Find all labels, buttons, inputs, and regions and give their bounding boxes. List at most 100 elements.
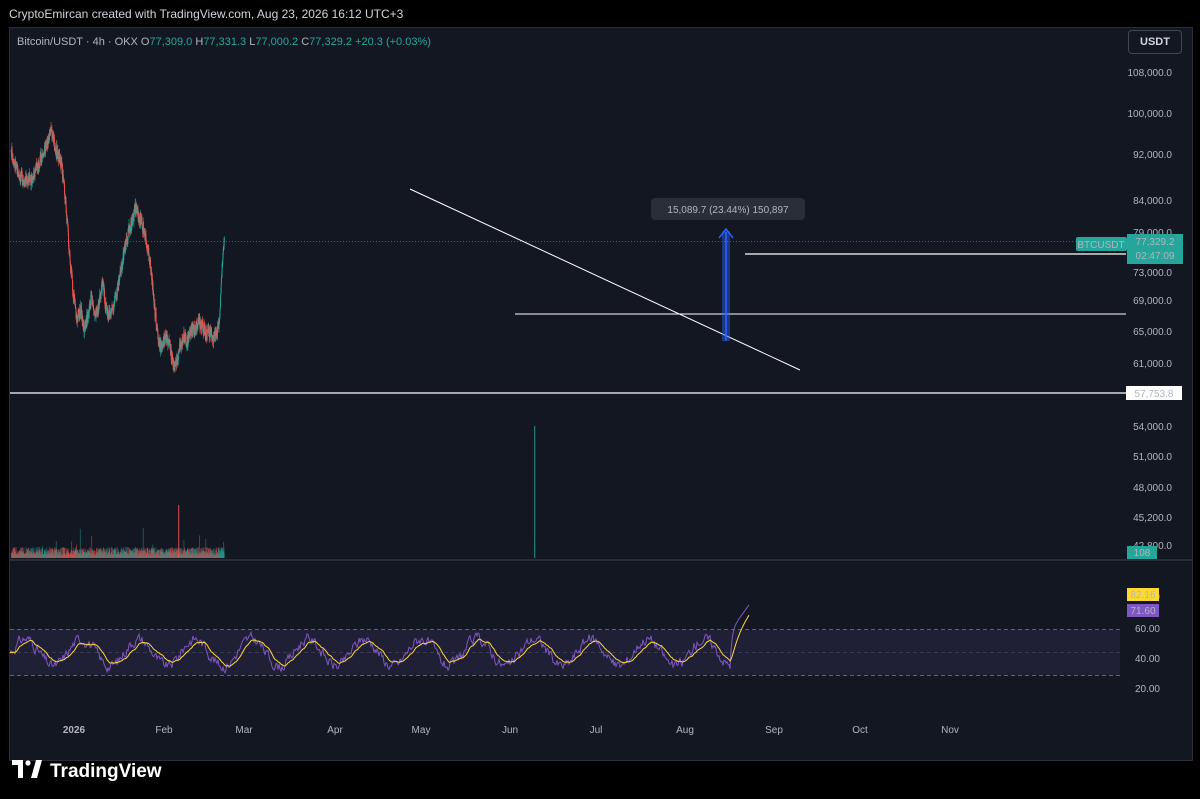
time-axis-label: Feb — [155, 725, 173, 736]
candle-body — [26, 182, 28, 185]
volume-tag-box — [1127, 546, 1157, 559]
candle-body — [136, 206, 138, 213]
candle-body — [132, 214, 134, 215]
candle-body — [84, 326, 86, 332]
symbol-info-line: Bitcoin/USDT · 4h · OKX O77,309.0 H77,33… — [17, 36, 431, 48]
price-axis-label: 48,000.0 — [1133, 483, 1172, 494]
volume-bar — [191, 547, 193, 558]
candle-body — [197, 325, 199, 328]
candle-body — [219, 308, 221, 318]
candle-body — [77, 314, 79, 318]
candle-body — [222, 258, 224, 265]
volume-bar — [21, 547, 23, 558]
candle-body — [211, 330, 213, 339]
volume-bar — [31, 549, 33, 558]
candle-body — [205, 329, 207, 338]
symbol-name[interactable]: Bitcoin/USDT · 4h · OKX — [17, 36, 138, 48]
high-value: 77,331.3 — [203, 36, 247, 48]
candle-body — [69, 263, 71, 268]
volume-bar — [12, 548, 14, 558]
candle-body — [102, 282, 104, 287]
volume-bar — [40, 551, 42, 558]
candle-body — [218, 322, 220, 329]
candle-body — [191, 324, 193, 326]
volume-bar — [25, 547, 27, 558]
candle-body — [21, 170, 23, 172]
candle-body — [121, 265, 123, 269]
volume-bar — [150, 550, 151, 558]
candle-body — [20, 170, 22, 177]
candle-body — [190, 332, 192, 335]
candle-body — [82, 316, 84, 324]
candle-body — [18, 175, 20, 177]
candle-body — [85, 325, 86, 329]
candle-body — [99, 294, 101, 304]
candle-body — [55, 151, 57, 156]
candle-body — [37, 164, 39, 166]
volume-bar — [64, 547, 66, 558]
candle-body — [119, 274, 121, 280]
candle-body — [141, 217, 143, 219]
candle-body — [85, 324, 87, 326]
volume-bar — [118, 549, 119, 558]
last-price-tag: 77,329.2 — [1136, 237, 1175, 248]
volume-bar — [46, 547, 48, 558]
candle-body — [79, 309, 81, 316]
open-value: 77,309.0 — [149, 36, 193, 48]
candle-body — [57, 150, 59, 160]
volume-group — [10, 527, 225, 558]
candle-body — [201, 322, 203, 324]
candle-body — [147, 246, 149, 247]
candle-body — [193, 325, 194, 329]
volume-bar — [162, 549, 164, 558]
candle-body — [24, 180, 25, 186]
candle-body — [67, 228, 69, 236]
candle-body — [208, 326, 210, 331]
candle-body — [164, 334, 166, 336]
candle-body — [220, 292, 222, 296]
candle-body — [25, 175, 27, 182]
currency-button[interactable]: USDT — [1128, 30, 1182, 54]
volume-bar — [213, 549, 214, 558]
symbol-tag: BTCUSDT — [1077, 240, 1124, 251]
candle-body — [116, 289, 118, 297]
candle-body — [96, 310, 98, 314]
volume-bar — [112, 549, 114, 558]
candle-body — [194, 331, 196, 334]
volume-bar — [15, 551, 16, 558]
candle-body — [180, 340, 182, 344]
candle-body — [192, 325, 194, 334]
candle-body — [106, 307, 107, 311]
candle-body — [215, 330, 217, 332]
time-axis-label: Apr — [327, 725, 343, 736]
volume-bar — [91, 535, 93, 558]
candle-body — [195, 322, 197, 333]
candle-body — [38, 162, 40, 170]
candle-body — [213, 335, 215, 338]
candle-body — [220, 282, 222, 293]
volume-bar — [197, 547, 199, 558]
candle-body — [176, 359, 177, 366]
candle-body — [204, 334, 206, 336]
candle-body — [119, 270, 121, 275]
candle-body — [191, 325, 193, 333]
candle-body — [146, 245, 148, 250]
volume-bar — [61, 547, 63, 558]
chart-frame — [9, 27, 1193, 761]
candle-body — [65, 212, 67, 216]
volume-bar — [154, 548, 156, 558]
candle-body — [132, 214, 134, 220]
volume-bar — [206, 547, 208, 558]
candle-body — [144, 233, 146, 237]
candle-body — [167, 340, 169, 344]
volume-bar — [106, 547, 108, 558]
candle-body — [138, 215, 140, 221]
candle-body — [65, 200, 67, 213]
volume-bar — [127, 547, 128, 558]
candle-body — [104, 290, 106, 303]
candle-body — [133, 215, 135, 222]
candle-body — [79, 312, 81, 314]
candle-body — [184, 337, 186, 341]
volume-bar — [64, 547, 65, 558]
